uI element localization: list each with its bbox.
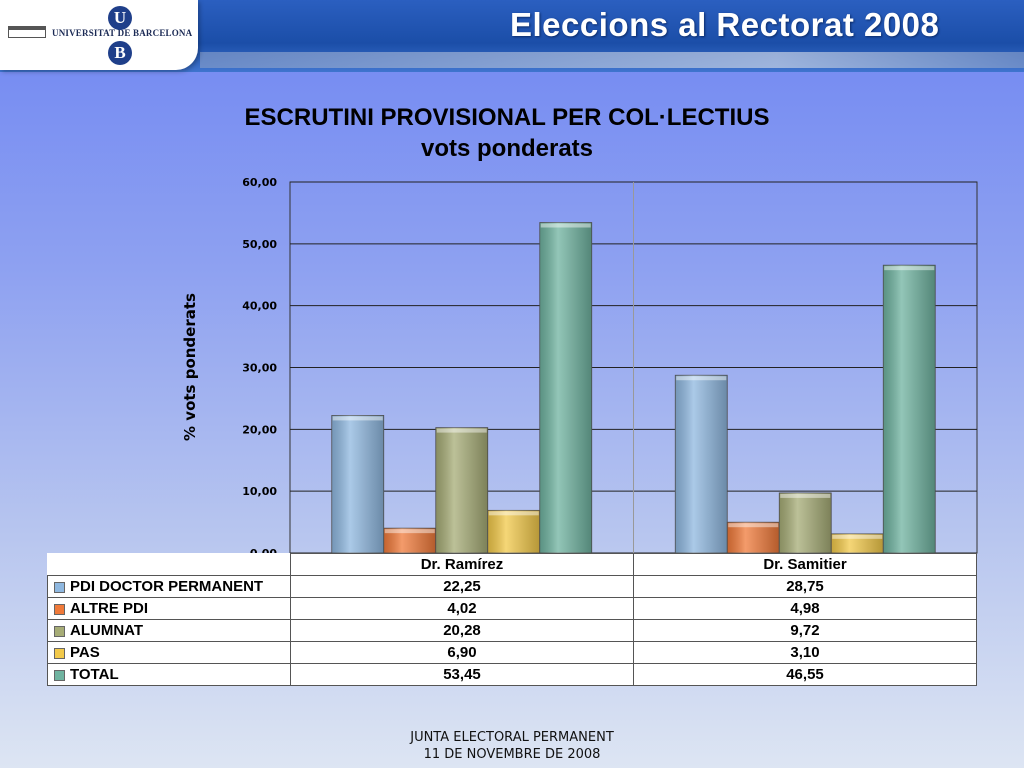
logo-text: UNIVERSITAT DE BARCELONA	[52, 28, 193, 38]
legend-key-icon	[54, 581, 65, 593]
chart-title-block: ESCRUTINI PROVISIONAL PER COL·LECTIUS vo…	[0, 102, 1024, 164]
data-label: 46,55	[633, 663, 977, 686]
y-tick-label: 40,00	[242, 300, 277, 313]
category-label: Dr. Samitier	[633, 553, 977, 576]
chart-subtitle: vots ponderats	[420, 135, 594, 162]
data-label: 53,45	[290, 663, 634, 686]
legend-key-icon	[54, 669, 65, 681]
data-label: 20,28	[290, 619, 634, 642]
y-tick-label: 20,00	[242, 423, 277, 436]
footer-line-1: JUNTA ELECTORAL PERMANENT	[410, 730, 614, 745]
bar-highlight	[884, 266, 935, 271]
bar-shading	[727, 522, 780, 553]
table-corner	[47, 553, 291, 576]
legend-label: PAS	[70, 644, 100, 661]
table-row: PAS 6,90 3,10	[47, 641, 977, 664]
logo-letter-u: U	[108, 6, 132, 30]
bar-shading	[487, 510, 540, 553]
data-label: 6,90	[290, 641, 634, 664]
header-title: Eleccions al Rectorat 2008	[510, 6, 940, 43]
data-table: Dr. Ramírez Dr. Samitier PDI DOCTOR PERMAN…	[47, 553, 977, 686]
legend-label: TOTAL	[70, 666, 119, 683]
chart-title: ESCRUTINI PROVISIONAL PER COL·LECTIUS	[244, 104, 770, 131]
legend-label: ALTRE PDI	[70, 600, 149, 617]
logo-letter-b: B	[108, 41, 132, 65]
bar-highlight	[780, 493, 831, 498]
bar-shading	[331, 415, 384, 553]
y-axis-label: % vots ponderats	[181, 293, 199, 441]
footer-line-2: 11 DE NOVEMBRE DE 2008	[423, 747, 601, 762]
data-label: 28,75	[633, 575, 977, 598]
building-icon	[8, 26, 46, 38]
bar-shading	[539, 222, 592, 553]
bar-highlight	[728, 523, 779, 528]
legend-label: ALUMNAT	[70, 622, 144, 639]
grid-lines	[289, 181, 978, 554]
bar-highlight	[332, 416, 383, 421]
bar-highlight	[384, 529, 435, 534]
legend-key-icon	[54, 647, 65, 659]
legend-entry: PDI DOCTOR PERMANENT	[47, 575, 291, 598]
bar-shading	[779, 492, 832, 553]
table-header-row: Dr. Ramírez Dr. Samitier	[47, 553, 977, 576]
bar-shading	[435, 427, 488, 553]
data-label: 4,98	[633, 597, 977, 620]
legend-entry: TOTAL	[47, 663, 291, 686]
bar-shading	[883, 265, 936, 553]
bar-highlight	[540, 223, 591, 228]
university-logo: UNIVERSITAT DE BARCELONA U B	[0, 0, 198, 70]
header-strip	[200, 52, 1024, 68]
bar-highlight	[676, 376, 727, 381]
footer: JUNTA ELECTORAL PERMANENT 11 DE NOVEMBRE…	[0, 729, 1024, 763]
table-row: TOTAL 53,45 46,55	[47, 663, 977, 686]
bar-shading	[831, 533, 884, 553]
legend-entry: ALUMNAT	[47, 619, 291, 642]
bar-shading	[675, 375, 728, 553]
y-tick-label: 30,00	[242, 362, 277, 375]
data-label: 22,25	[290, 575, 634, 598]
bar-shading	[383, 528, 436, 553]
legend-entry: PAS	[47, 641, 291, 664]
table-row: ALTRE PDI 4,02 4,98	[47, 597, 977, 620]
bar-highlight	[436, 428, 487, 433]
y-tick-label: 10,00	[242, 485, 277, 498]
data-label: 3,10	[633, 641, 977, 664]
bar-highlight	[488, 511, 539, 516]
y-tick-label: 50,00	[242, 238, 277, 251]
bar-highlight	[832, 534, 883, 539]
table-row: PDI DOCTOR PERMANENT 22,25 28,75	[47, 575, 977, 598]
legend-label: PDI DOCTOR PERMANENT	[70, 578, 264, 595]
table-row: ALUMNAT 20,28 9,72	[47, 619, 977, 642]
y-tick-label: 60,00	[242, 176, 277, 189]
data-label: 4,02	[290, 597, 634, 620]
legend-key-icon	[54, 603, 65, 615]
legend-key-icon	[54, 625, 65, 637]
bars	[331, 222, 936, 554]
category-label: Dr. Ramírez	[290, 553, 634, 576]
data-label: 9,72	[633, 619, 977, 642]
legend-entry: ALTRE PDI	[47, 597, 291, 620]
